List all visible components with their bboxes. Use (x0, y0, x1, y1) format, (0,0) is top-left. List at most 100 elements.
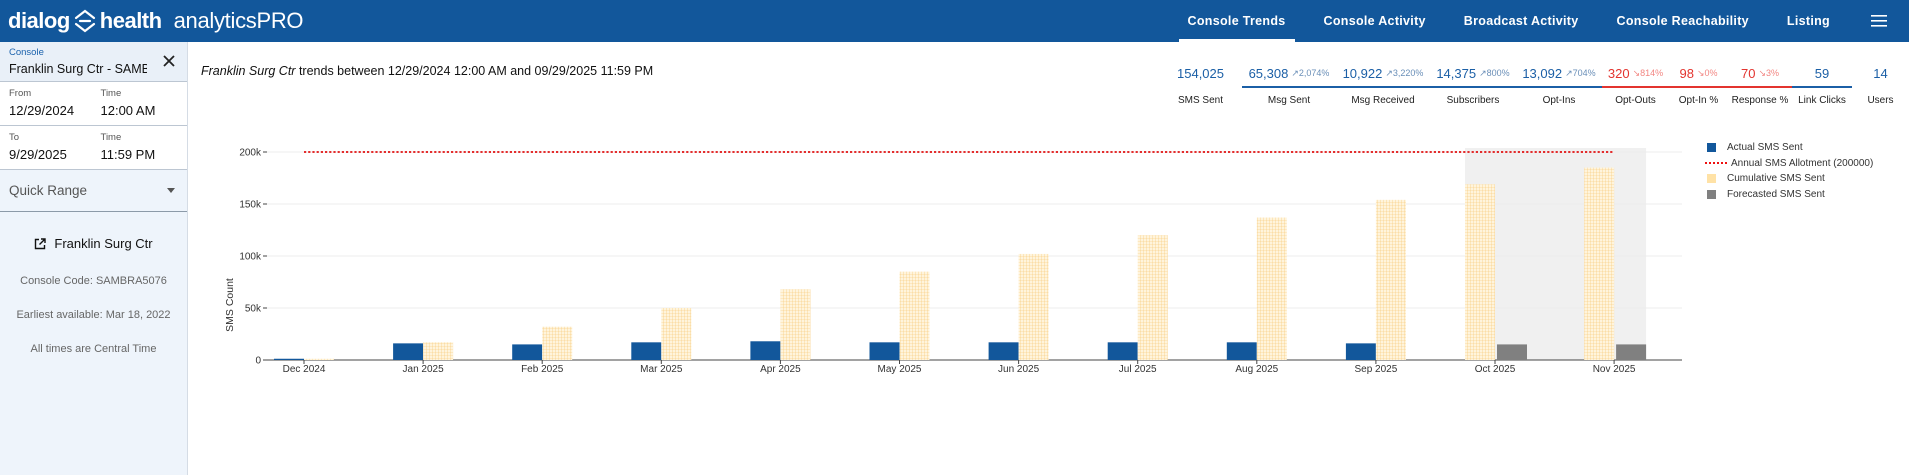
quick-range-select[interactable]: Quick Range (0, 170, 187, 212)
legend-allotment[interactable]: Annual SMS Allotment (200000) (1705, 156, 1873, 172)
stat-label: Msg Received (1351, 95, 1415, 106)
stat-link-clicks[interactable]: 59 Link Clicks (1792, 60, 1852, 106)
stat-label: Users (1867, 95, 1894, 106)
legend-swatch (1707, 174, 1716, 184)
trend-console-name: Franklin Surg Ctr (201, 64, 296, 78)
logo-link-icon (74, 9, 95, 33)
x-tick-label: Oct 2025 (1475, 364, 1516, 375)
stat-label: Opt-In % (1678, 95, 1719, 106)
stat-change: ↗704% (1565, 67, 1596, 78)
bar-cumulative-sms-sent (1137, 235, 1168, 360)
brand-logo[interactable]: dialog health analyticsPRO (0, 8, 304, 34)
x-tick-label: Jun 2025 (998, 364, 1040, 375)
quick-range-label: Quick Range (9, 183, 88, 198)
from-time-label: Time (100, 88, 122, 99)
console-select[interactable]: Console Franklin Surg Ctr - SAMBRA5076 (0, 42, 187, 82)
from-date-field[interactable]: From 12/29/2024 (0, 82, 94, 125)
console-name: Franklin Surg Ctr (54, 236, 153, 251)
bar-cumulative-sms-sent (1584, 167, 1615, 360)
x-tick-label: Mar 2025 (640, 364, 683, 375)
to-time-field[interactable]: Time 11:59 PM (94, 126, 188, 169)
legend-swatch (1707, 189, 1716, 199)
console-label: Console (9, 47, 44, 58)
bar-cumulative-sms-sent (304, 358, 334, 360)
stat-value: 59 (1814, 65, 1830, 81)
stat-opt-ins[interactable]: 13,092 ↗704% Opt-Ins (1516, 60, 1602, 106)
timezone-note: All times are Central Time (30, 343, 157, 355)
bar-cumulative-sms-sent (780, 289, 811, 360)
stat-label: SMS Sent (1177, 95, 1224, 106)
trend-down-icon: ↘ (1758, 67, 1766, 78)
stat-value: 14,375 (1436, 65, 1477, 81)
caret-down-icon (167, 188, 175, 193)
trend-down-icon: ↘ (1696, 67, 1705, 78)
trend-up-icon: ↗ (1565, 67, 1573, 78)
bar-actual-sms-sent (869, 342, 900, 360)
y-tick-label: 200k (239, 148, 262, 159)
y-axis-label: SMS Count (224, 278, 236, 332)
x-tick-label: Feb 2025 (521, 364, 564, 375)
bar-cumulative-sms-sent (1018, 253, 1049, 360)
to-time-value[interactable]: 11:59 PM (100, 147, 156, 162)
stat-msg-sent[interactable]: 65,308 ↗2,074% Msg Sent (1242, 60, 1336, 106)
stat-label: Opt-Ins (1542, 95, 1576, 106)
x-tick-label: Aug 2025 (1235, 364, 1278, 375)
stat-response-pct[interactable]: 70 ↘3% Response % (1728, 60, 1792, 106)
stat-label: Link Clicks (1798, 95, 1846, 106)
bar-actual-sms-sent (1226, 342, 1257, 360)
stat-subscribers[interactable]: 14,375 ↗800% Subscribers (1430, 60, 1516, 106)
nav-console-reachability[interactable]: Console Reachability (1616, 14, 1749, 28)
nav-console-activity[interactable]: Console Activity (1323, 14, 1426, 28)
brand-health: health (99, 8, 162, 33)
legend-forecast[interactable]: Forecasted SMS Sent (1705, 187, 1873, 203)
stat-opt-outs[interactable]: 320 ↘814% Opt-Outs (1602, 60, 1669, 106)
stat-opt-in-pct[interactable]: 98 ↘0% Opt-In % (1669, 60, 1728, 106)
stat-label: Msg Sent (1267, 95, 1311, 106)
stats-bar: 154,025 SMS Sent 65,308 ↗2,074% Msg Sent … (1159, 60, 1909, 107)
trend-up-icon: ↗ (1385, 67, 1393, 78)
bar-actual-sms-sent (1345, 343, 1376, 360)
hamburger-menu-icon[interactable] (1849, 15, 1909, 27)
stat-value: 98 (1679, 65, 1694, 81)
stat-label: Response % (1731, 95, 1789, 106)
to-time-label: Time (100, 132, 122, 143)
stat-value: 320 (1607, 65, 1630, 81)
close-icon[interactable] (161, 53, 177, 69)
chart-legend: Actual SMS Sent Annual SMS Allotment (20… (1705, 140, 1873, 202)
stat-sms-sent[interactable]: 154,025 SMS Sent (1159, 60, 1242, 107)
stat-label: Opt-Outs (1615, 95, 1656, 106)
x-tick-label: Dec 2024 (283, 364, 326, 375)
stat-users[interactable]: 14 Users (1852, 60, 1909, 107)
legend-swatch (1705, 162, 1727, 165)
nav-listing[interactable]: Listing (1786, 14, 1830, 28)
from-time-value[interactable]: 12:00 AM (100, 103, 156, 118)
stat-change: ↘814% (1632, 67, 1664, 78)
legend-swatch (1707, 143, 1716, 153)
main-panel: Franklin Surg Ctr trends between 12/29/2… (189, 42, 1909, 475)
from-time-field[interactable]: Time 12:00 AM (94, 82, 188, 125)
trend-range-text: trends between 12/29/2024 12:00 AM and 0… (295, 64, 654, 78)
to-date-value[interactable]: 9/29/2025 (9, 147, 67, 162)
trend-title: Franklin Surg Ctr trends between 12/29/2… (201, 64, 653, 78)
legend-cumulative[interactable]: Cumulative SMS Sent (1705, 171, 1873, 187)
bar-cumulative-sms-sent (899, 271, 930, 360)
to-date-field[interactable]: To 9/29/2025 (0, 126, 94, 169)
bar-forecast-sms-sent (1616, 344, 1647, 360)
from-label: From (9, 88, 32, 99)
console-link[interactable]: Franklin Surg Ctr (0, 236, 187, 251)
bar-cumulative-sms-sent (1375, 199, 1406, 360)
nav-broadcast-activity[interactable]: Broadcast Activity (1463, 14, 1579, 28)
x-tick-label: May 2025 (878, 364, 922, 375)
from-date-value[interactable]: 12/29/2024 (9, 103, 75, 118)
nav-console-trends[interactable]: Console Trends (1169, 0, 1305, 42)
x-tick-label: Jul 2025 (1119, 364, 1157, 375)
y-tick-label: 150k (239, 200, 262, 211)
to-label: To (9, 132, 20, 143)
legend-actual[interactable]: Actual SMS Sent (1705, 140, 1873, 156)
stat-msg-received[interactable]: 10,922 ↗3,220% Msg Received (1336, 60, 1430, 106)
stat-change: ↗3,220% (1385, 67, 1424, 78)
stat-change: ↘3% (1758, 67, 1780, 78)
brand-dialog: dialog (8, 8, 70, 33)
y-tick-label: 100k (239, 252, 262, 263)
console-value[interactable]: Franklin Surg Ctr - SAMBRA5076 (9, 62, 147, 76)
